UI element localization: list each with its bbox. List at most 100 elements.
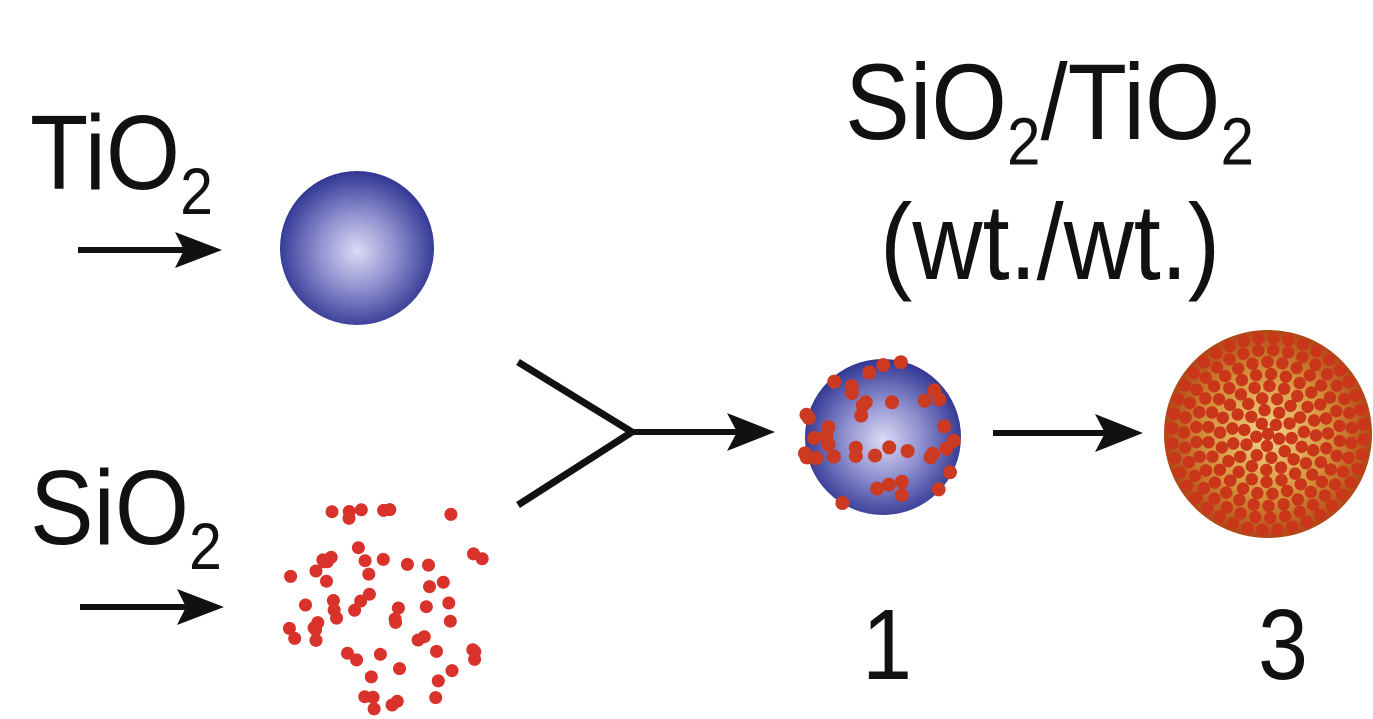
sio2-particle: [1286, 520, 1299, 534]
ratio-formula-label: SiO2/TiO2: [845, 48, 1254, 176]
sio2-particle: [1330, 449, 1343, 462]
sio2-particle: [442, 596, 456, 610]
sio2-label-main: SiO: [30, 449, 190, 567]
sio2-particle: [1252, 344, 1265, 357]
sio2-particle: [1181, 479, 1194, 492]
sio2-particle: [1205, 406, 1219, 419]
sio2-particle: [1256, 392, 1269, 405]
sio2-particle: [358, 554, 372, 568]
sio2-particle: [1207, 380, 1221, 393]
sio2-particle: [1264, 367, 1278, 381]
sio2-particle: [1222, 454, 1235, 468]
sio2-particle: [1249, 369, 1263, 382]
sio2-particle: [1223, 382, 1236, 395]
ratio-formula-sio2: SiO: [845, 41, 1008, 162]
sio2-particle: [1182, 455, 1196, 469]
sio2-particle: [1342, 376, 1356, 389]
sio2-particle: [282, 621, 296, 635]
sio2-particle: [391, 601, 405, 615]
sio2-particle: [1293, 376, 1306, 390]
sio2-particle: [1179, 411, 1192, 424]
sio2-particle: [826, 449, 841, 464]
sio2-particle: [1245, 473, 1259, 486]
sio2-particle: [1250, 430, 1263, 443]
sio2-particle: [894, 474, 909, 489]
sio2-particle: [1282, 334, 1295, 347]
sio2-particle: [939, 441, 954, 456]
sio2-particle: [1265, 451, 1278, 464]
sio2-particle: [835, 496, 850, 510]
sio2-particle: [807, 431, 822, 445]
sio2-particle: [1309, 358, 1322, 371]
sio2-particle: [1231, 408, 1244, 421]
sio2-particle: [1276, 357, 1289, 370]
sio2-particle: [390, 694, 404, 708]
sio2-particle: [309, 633, 323, 647]
sio2-particle: [1305, 386, 1318, 399]
sio2-particle: [1284, 399, 1297, 413]
sio2-particle: [1251, 486, 1264, 500]
sio2-particle: [1287, 453, 1300, 466]
sio2-particle: [1166, 422, 1179, 435]
ratio-formula-sio2-subscript: 2: [1007, 104, 1041, 180]
tio2-label-subscript: 2: [180, 154, 214, 228]
sio2-particle: [1213, 510, 1226, 523]
sio2-particle: [1261, 427, 1275, 441]
sio2-particle: [1238, 423, 1251, 437]
sio2-particle: [1338, 392, 1351, 406]
sio2-particle: [1274, 461, 1288, 474]
sio2-particle: [893, 355, 908, 370]
sio2-particle: [882, 440, 897, 455]
sio2-particle: [1283, 417, 1296, 430]
sio2-particle: [400, 557, 414, 571]
sio2-particle: [1343, 406, 1356, 420]
sio2-particle: [1333, 434, 1346, 448]
sio2-particle: [1193, 450, 1206, 463]
sio2-particle: [1200, 502, 1214, 515]
sio2-particle: [1250, 449, 1264, 462]
sio2-particle: [423, 580, 436, 594]
sio2-particle: [1179, 379, 1192, 392]
sio2-particle: [1314, 456, 1328, 469]
sio2-particle: [1183, 396, 1197, 410]
sio2-particle: [388, 612, 402, 626]
sio2-particle: [1237, 334, 1250, 348]
sio2-particle: [1313, 508, 1327, 521]
sio2-particle: [1320, 442, 1333, 455]
sio2-particle: [419, 600, 433, 614]
sio2-particle: [1267, 344, 1280, 357]
sio2-particle: [881, 477, 896, 492]
sio2-particle: [1294, 478, 1307, 491]
sio2-particle: [1219, 369, 1232, 383]
sio2-particle: [848, 440, 863, 455]
sio2-particle: [350, 653, 364, 667]
sio2-particle: [1212, 393, 1226, 406]
sio2-particle: [327, 603, 341, 617]
sio2-particle: [354, 594, 368, 608]
sio2-particle: [1291, 389, 1304, 403]
sio2-label: SiO2: [30, 455, 222, 579]
sio2-particle: [827, 374, 842, 389]
sio2-particle: [1190, 491, 1203, 504]
sio2-particle: [1168, 407, 1181, 420]
sio2-particle: [1333, 364, 1346, 377]
sio2-particle: [341, 646, 354, 660]
coated-sphere-1-particles: [798, 355, 961, 510]
sio2-particle: [1345, 421, 1359, 435]
tio2-label: TiO2: [30, 100, 213, 224]
sio2-particle: [348, 603, 362, 617]
sio2-particle: [1236, 482, 1250, 495]
ratio-units-label: (wt./wt.): [880, 181, 1221, 302]
sio2-particle: [1269, 418, 1283, 432]
sio2-particle: [1330, 405, 1343, 418]
sio2-particle: [1187, 366, 1201, 380]
sio2-particle: [373, 647, 387, 661]
sio2-particle: [377, 503, 391, 517]
sio2-particle: [1168, 452, 1182, 465]
sio2-particle: [1197, 482, 1211, 495]
sio2-particle: [1266, 487, 1279, 500]
sio2-particle: [376, 552, 390, 566]
sio2-particle: [1272, 432, 1286, 445]
sio2-particle: [393, 662, 406, 676]
sio2-particle: [1320, 368, 1334, 381]
